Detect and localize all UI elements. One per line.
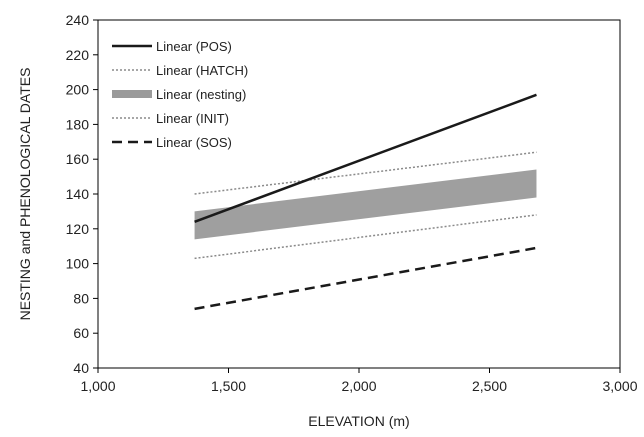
y-tick-label: 40 xyxy=(73,360,89,376)
legend-linear-hatch-label: Linear (HATCH) xyxy=(156,63,248,78)
x-tick-label: 3,000 xyxy=(602,378,637,394)
x-axis: 1,000 1,500 2,000 2,500 3,000 xyxy=(80,368,638,394)
series-linear-pos xyxy=(194,93,537,224)
x-tick-label: 2,500 xyxy=(472,378,507,394)
series-linear-hatch xyxy=(194,151,537,195)
series-linear-sos xyxy=(194,246,537,311)
y-tick-label: 100 xyxy=(66,256,90,272)
y-tick-label: 80 xyxy=(73,290,89,306)
legend-linear-pos-label: Linear (POS) xyxy=(156,39,232,54)
y-tick-label: 160 xyxy=(66,151,90,167)
y-tick-label: 220 xyxy=(66,47,90,63)
x-tick-label: 1,500 xyxy=(211,378,246,394)
y-tick-label: 60 xyxy=(73,325,89,341)
legend-linear-init-label: Linear (INIT) xyxy=(156,111,229,126)
y-axis-title: NESTING and PHENOLOGICAL DATES xyxy=(17,68,33,321)
y-tick-label: 180 xyxy=(66,116,90,132)
y-tick-label: 200 xyxy=(66,82,90,98)
x-axis-title: ELEVATION (m) xyxy=(308,413,409,429)
series-linear-nesting xyxy=(194,169,537,240)
x-tick-label: 1,000 xyxy=(80,378,115,394)
legend: Linear (POS) Linear (HATCH) Linear (nestin… xyxy=(112,39,248,150)
legend-linear-sos-label: Linear (SOS) xyxy=(156,135,232,150)
series-layer xyxy=(194,93,537,311)
y-axis: 40 60 80 100 120 140 160 180 200 220 240 xyxy=(66,12,98,376)
y-tick-label: 120 xyxy=(66,221,90,237)
y-tick-label: 240 xyxy=(66,12,90,28)
y-tick-label: 140 xyxy=(66,186,90,202)
x-tick-label: 2,000 xyxy=(341,378,376,394)
series-linear-init xyxy=(194,214,537,260)
legend-linear-nesting-label: Linear (nesting) xyxy=(156,87,246,102)
